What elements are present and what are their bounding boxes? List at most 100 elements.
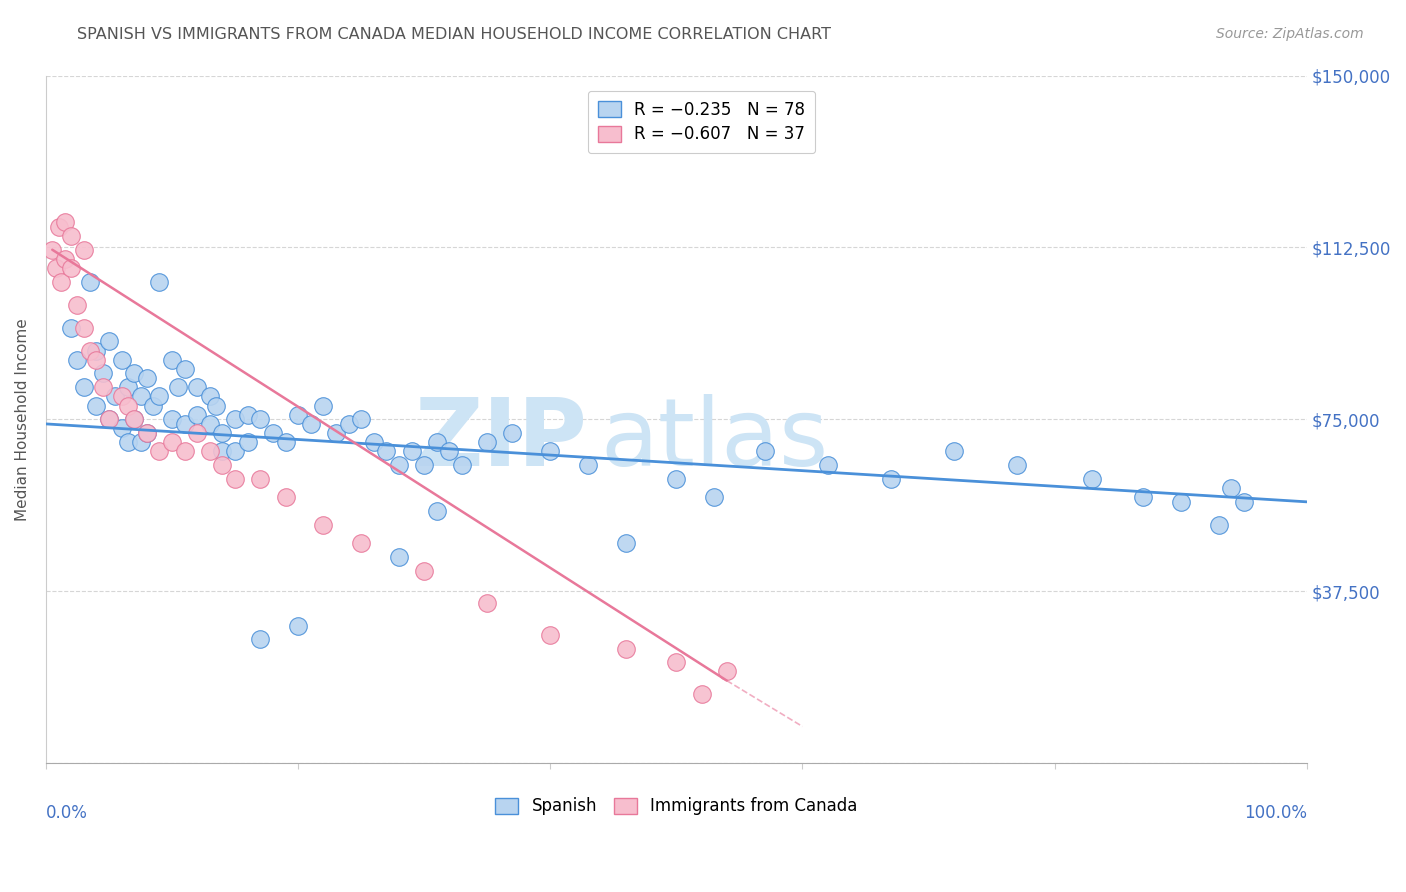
Point: [160, 352, 183, 367]
Point: [262, 426, 284, 441]
Point: [73, 380, 96, 394]
Point: [224, 472, 246, 486]
Point: [142, 399, 165, 413]
Point: [211, 444, 233, 458]
Point: [477, 435, 499, 450]
Point: [73, 243, 96, 257]
Point: [86, 352, 108, 367]
Point: [45, 261, 67, 276]
Point: [211, 458, 233, 472]
Text: 0.0%: 0.0%: [46, 805, 87, 822]
Legend: Spanish, Immigrants from Canada: Spanish, Immigrants from Canada: [486, 789, 866, 823]
Point: [1208, 517, 1230, 532]
Point: [1233, 495, 1256, 509]
Point: [160, 435, 183, 450]
Point: [160, 412, 183, 426]
Point: [186, 380, 208, 394]
Point: [312, 399, 335, 413]
Point: [198, 389, 221, 403]
Point: [350, 536, 373, 550]
Point: [413, 458, 436, 472]
Point: [104, 389, 127, 403]
Point: [1081, 472, 1104, 486]
Point: [388, 549, 411, 564]
Point: [53, 252, 76, 266]
Point: [249, 632, 271, 647]
Point: [451, 458, 474, 472]
Point: [299, 417, 322, 431]
Point: [60, 261, 83, 276]
Point: [111, 421, 134, 435]
Text: ZIP: ZIP: [415, 394, 588, 486]
Point: [86, 343, 108, 358]
Point: [614, 536, 637, 550]
Point: [614, 641, 637, 656]
Point: [86, 399, 108, 413]
Point: [98, 334, 121, 349]
Point: [117, 380, 139, 394]
Point: [60, 229, 83, 244]
Point: [703, 490, 725, 504]
Point: [186, 426, 208, 441]
Point: [1170, 495, 1192, 509]
Point: [477, 596, 499, 610]
Point: [49, 275, 72, 289]
Point: [388, 458, 411, 472]
Point: [148, 389, 170, 403]
Point: [375, 444, 398, 458]
Point: [754, 444, 776, 458]
Point: [173, 417, 195, 431]
Text: 100.0%: 100.0%: [1244, 805, 1306, 822]
Point: [66, 352, 89, 367]
Point: [122, 412, 145, 426]
Point: [350, 412, 373, 426]
Point: [148, 444, 170, 458]
Point: [53, 215, 76, 229]
Point: [117, 435, 139, 450]
Point: [117, 399, 139, 413]
Point: [501, 426, 523, 441]
Point: [91, 367, 114, 381]
Point: [198, 417, 221, 431]
Point: [79, 343, 101, 358]
Point: [41, 243, 63, 257]
Point: [79, 275, 101, 289]
Point: [426, 435, 449, 450]
Point: [148, 275, 170, 289]
Point: [91, 380, 114, 394]
Point: [122, 412, 145, 426]
Point: [48, 219, 70, 234]
Point: [111, 352, 134, 367]
Point: [249, 472, 271, 486]
Point: [287, 408, 309, 422]
Point: [1132, 490, 1154, 504]
Text: SPANISH VS IMMIGRANTS FROM CANADA MEDIAN HOUSEHOLD INCOME CORRELATION CHART: SPANISH VS IMMIGRANTS FROM CANADA MEDIAN…: [77, 27, 831, 42]
Point: [167, 380, 190, 394]
Point: [1220, 481, 1243, 495]
Point: [538, 444, 561, 458]
Point: [1005, 458, 1028, 472]
Point: [439, 444, 461, 458]
Point: [538, 628, 561, 642]
Point: [73, 320, 96, 334]
Point: [135, 426, 157, 441]
Point: [236, 408, 259, 422]
Point: [576, 458, 599, 472]
Text: Source: ZipAtlas.com: Source: ZipAtlas.com: [1216, 27, 1364, 41]
Point: [665, 472, 688, 486]
Point: [98, 412, 121, 426]
Point: [60, 320, 83, 334]
Point: [716, 665, 738, 679]
Point: [122, 367, 145, 381]
Y-axis label: Median Household Income: Median Household Income: [15, 318, 30, 521]
Point: [205, 399, 228, 413]
Point: [413, 564, 436, 578]
Point: [135, 426, 157, 441]
Point: [401, 444, 423, 458]
Point: [129, 435, 152, 450]
Point: [211, 426, 233, 441]
Point: [287, 618, 309, 632]
Point: [249, 412, 271, 426]
Point: [173, 444, 195, 458]
Point: [98, 412, 121, 426]
